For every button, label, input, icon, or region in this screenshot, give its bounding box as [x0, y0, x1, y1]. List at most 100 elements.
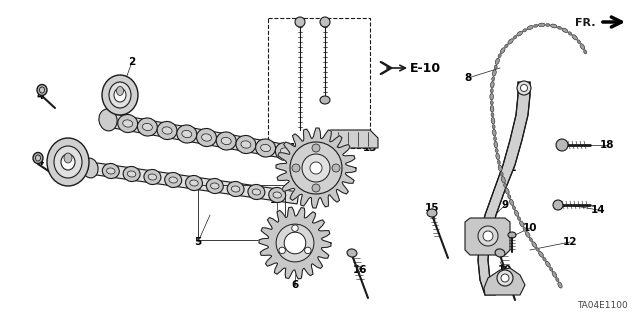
Ellipse shape: [347, 249, 357, 257]
Ellipse shape: [518, 217, 521, 221]
Text: 18: 18: [600, 140, 614, 150]
Text: 10: 10: [523, 223, 537, 233]
Ellipse shape: [577, 40, 580, 44]
Ellipse shape: [221, 137, 231, 145]
FancyBboxPatch shape: [107, 113, 306, 162]
Text: 16: 16: [353, 265, 367, 275]
Text: 14: 14: [591, 205, 605, 215]
Ellipse shape: [523, 29, 527, 32]
Ellipse shape: [206, 178, 223, 194]
Ellipse shape: [177, 125, 196, 143]
Ellipse shape: [556, 278, 559, 282]
Ellipse shape: [107, 168, 115, 174]
Ellipse shape: [138, 118, 157, 136]
Text: 9: 9: [501, 200, 509, 210]
Text: 2: 2: [129, 57, 136, 67]
Text: 12: 12: [563, 237, 577, 247]
Ellipse shape: [515, 210, 518, 216]
Text: 5: 5: [195, 237, 202, 247]
Circle shape: [305, 247, 311, 254]
Ellipse shape: [490, 81, 494, 88]
Circle shape: [276, 224, 314, 262]
Circle shape: [290, 142, 342, 194]
Circle shape: [284, 232, 306, 254]
Circle shape: [310, 162, 322, 174]
Ellipse shape: [500, 48, 505, 54]
Ellipse shape: [496, 153, 500, 160]
Ellipse shape: [61, 154, 75, 170]
Ellipse shape: [275, 143, 295, 160]
Ellipse shape: [64, 153, 72, 163]
Ellipse shape: [127, 171, 136, 177]
Ellipse shape: [532, 241, 536, 248]
Circle shape: [304, 156, 328, 180]
Ellipse shape: [508, 232, 516, 238]
Ellipse shape: [232, 186, 240, 192]
Ellipse shape: [116, 86, 124, 95]
Polygon shape: [276, 128, 356, 208]
Ellipse shape: [255, 139, 276, 157]
Ellipse shape: [82, 158, 98, 178]
Text: 3: 3: [68, 170, 76, 180]
Ellipse shape: [552, 271, 557, 277]
Circle shape: [295, 17, 305, 27]
Circle shape: [556, 139, 568, 151]
Ellipse shape: [508, 39, 513, 44]
Ellipse shape: [536, 248, 540, 251]
Circle shape: [312, 184, 320, 192]
Polygon shape: [322, 130, 378, 148]
Ellipse shape: [169, 177, 177, 183]
Ellipse shape: [494, 65, 497, 69]
Ellipse shape: [47, 138, 89, 186]
Circle shape: [497, 270, 513, 286]
Ellipse shape: [40, 87, 45, 93]
Ellipse shape: [148, 174, 157, 180]
Ellipse shape: [545, 261, 550, 267]
Text: 17: 17: [269, 223, 284, 233]
Polygon shape: [478, 82, 530, 295]
Ellipse shape: [534, 24, 538, 27]
Ellipse shape: [37, 85, 47, 95]
Ellipse shape: [550, 267, 553, 271]
Ellipse shape: [54, 146, 82, 178]
Ellipse shape: [499, 165, 502, 171]
Ellipse shape: [492, 130, 496, 136]
Ellipse shape: [558, 282, 562, 288]
Text: TA04E1100: TA04E1100: [577, 301, 628, 310]
Text: 4: 4: [36, 157, 44, 167]
Circle shape: [520, 85, 527, 92]
Ellipse shape: [216, 132, 236, 150]
Circle shape: [478, 226, 498, 246]
Ellipse shape: [557, 26, 561, 29]
Ellipse shape: [538, 23, 545, 27]
Text: FR.: FR.: [575, 18, 595, 28]
Ellipse shape: [543, 257, 546, 261]
Ellipse shape: [164, 173, 182, 188]
Text: E-10: E-10: [410, 62, 440, 75]
Polygon shape: [465, 218, 510, 255]
Circle shape: [517, 81, 531, 95]
Ellipse shape: [562, 28, 568, 33]
Ellipse shape: [520, 221, 524, 227]
Ellipse shape: [523, 227, 526, 231]
Ellipse shape: [211, 183, 219, 189]
Ellipse shape: [527, 26, 533, 30]
Ellipse shape: [102, 163, 119, 179]
Circle shape: [483, 231, 493, 241]
Ellipse shape: [495, 148, 498, 152]
Text: 15: 15: [425, 203, 439, 213]
Ellipse shape: [490, 101, 493, 105]
Ellipse shape: [513, 206, 516, 210]
Text: 19: 19: [498, 265, 512, 275]
Ellipse shape: [33, 152, 43, 164]
Text: 11: 11: [503, 163, 517, 173]
Ellipse shape: [123, 167, 140, 182]
Ellipse shape: [35, 155, 40, 161]
Text: 17: 17: [269, 195, 284, 205]
Ellipse shape: [269, 188, 285, 203]
Ellipse shape: [162, 127, 172, 134]
Circle shape: [292, 225, 298, 231]
Ellipse shape: [182, 130, 192, 138]
Ellipse shape: [114, 88, 126, 102]
Ellipse shape: [508, 195, 511, 199]
